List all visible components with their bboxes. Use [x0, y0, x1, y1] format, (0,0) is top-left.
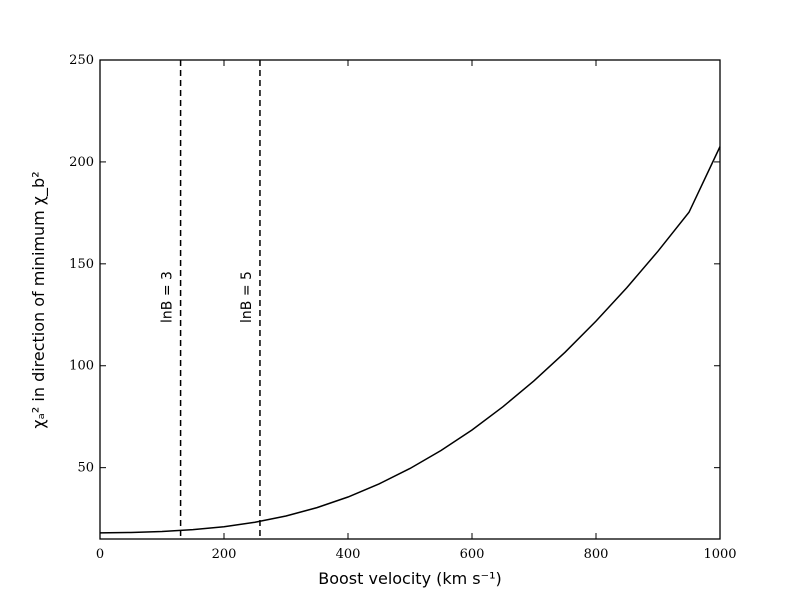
- series-line-0: [99, 146, 721, 534]
- x-tick-label: 400: [336, 547, 361, 562]
- annotation-label-1: lnB = 5: [239, 271, 255, 323]
- y-tick-label: 150: [69, 257, 94, 272]
- plot-area: [100, 60, 720, 539]
- y-tick-label: 100: [69, 359, 94, 374]
- x-tick-label: 600: [460, 547, 485, 562]
- x-axis-label: Boost velocity (km s⁻¹): [318, 569, 501, 588]
- x-tick-label: 1000: [703, 547, 736, 562]
- annotation-label-0: lnB = 3: [160, 271, 176, 323]
- y-axis-label: χₐ² in direction of minimum χ_b²: [29, 171, 49, 428]
- x-tick-label: 200: [212, 547, 237, 562]
- x-tick-label: 0: [96, 547, 104, 562]
- plot-frame: [99, 59, 721, 540]
- y-tick-label: 200: [69, 155, 94, 170]
- y-tick-label: 250: [69, 53, 94, 68]
- x-tick-label: 800: [584, 547, 609, 562]
- y-tick-label: 50: [77, 461, 94, 476]
